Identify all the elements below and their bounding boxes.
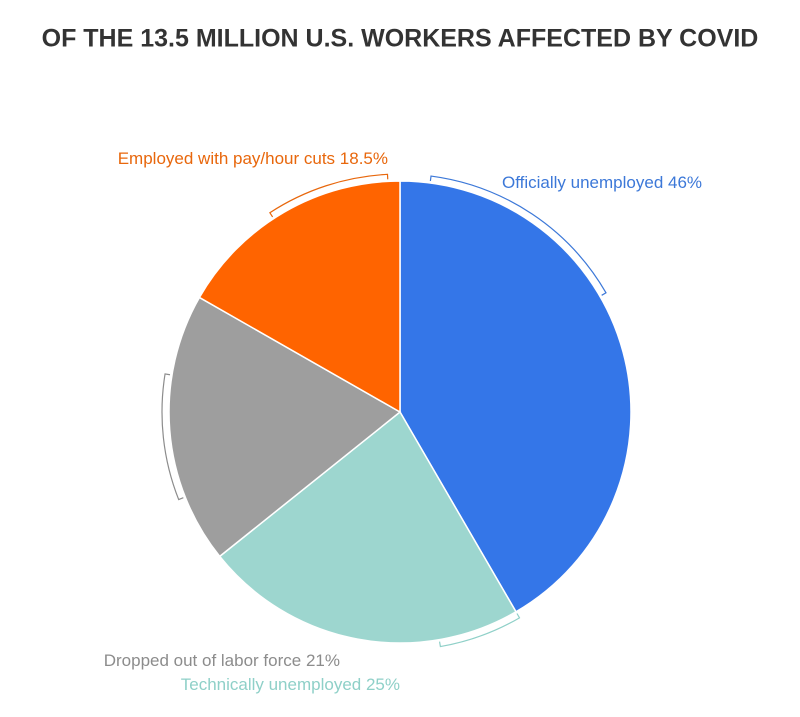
label-bracket (429, 175, 607, 296)
slice-label: Technically unemployed 25% (181, 675, 400, 694)
label-bracket (269, 173, 389, 218)
slice-category: Technically unemployed (181, 675, 362, 694)
slice-category: Dropped out of labor force (104, 651, 302, 670)
slice-value: 25% (366, 675, 400, 694)
pie-slice (399, 180, 632, 613)
slice-label: Officially unemployed 46% (502, 173, 702, 192)
label-bracket (161, 373, 184, 501)
pie-slice (218, 410, 517, 644)
slice-label: Employed with pay/hour cuts 18.5% (118, 149, 388, 168)
chart-title: OF THE 13.5 MILLION U.S. WORKERS AFFECTE… (42, 25, 759, 53)
slice-value: 21% (306, 651, 340, 670)
slice-value: 46% (668, 173, 702, 192)
slice-label: Dropped out of labor force 21% (104, 651, 340, 670)
slice-category: Officially unemployed (502, 173, 663, 192)
slice-value: 18.5% (340, 149, 388, 168)
pie-slice (198, 180, 401, 414)
pie-slice (168, 296, 402, 558)
label-bracket (438, 613, 521, 648)
slice-category: Employed with pay/hour cuts (118, 149, 335, 168)
